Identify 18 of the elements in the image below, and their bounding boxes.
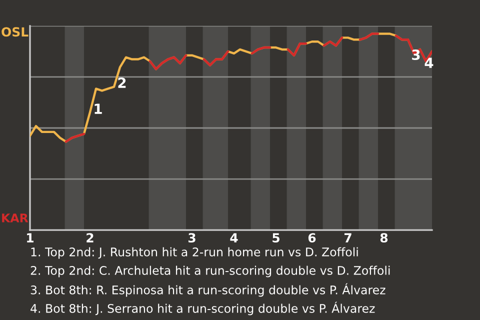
x-tick-label: 8 [380,233,388,243]
text: 3. Bot 8th: R. Espinosa hit a run-scoring double vs P. Álvarez [30,283,386,297]
text: KAR [2,214,28,222]
x-tick-label: 6 [308,233,316,243]
x-tick-label: 5 [272,233,280,243]
annotation: 4 [424,58,434,68]
x-tick-label: 1 [27,233,34,242]
text: 2. Top 2nd: C. Archuleta hit a run-scoring double vs D. Zoffoli [30,266,390,278]
x-tick-label: 7 [344,233,352,242]
annotation: 3 [412,50,420,60]
x-tick-label: 4 [230,233,238,242]
text: 1. Top 2nd: J. Rushton hit a 2-run home run vs D. Zoffoli [31,247,358,259]
x-tick-label: 2 [86,233,94,242]
text: OSL [2,27,28,37]
text: 4. Bot 8th: J. Serrano hit a run-scoring double vs P. Álvarez [30,302,375,316]
annotation: 1 [94,104,102,114]
x-tick-label: 3 [188,233,196,243]
annotation: 2 [118,78,126,88]
